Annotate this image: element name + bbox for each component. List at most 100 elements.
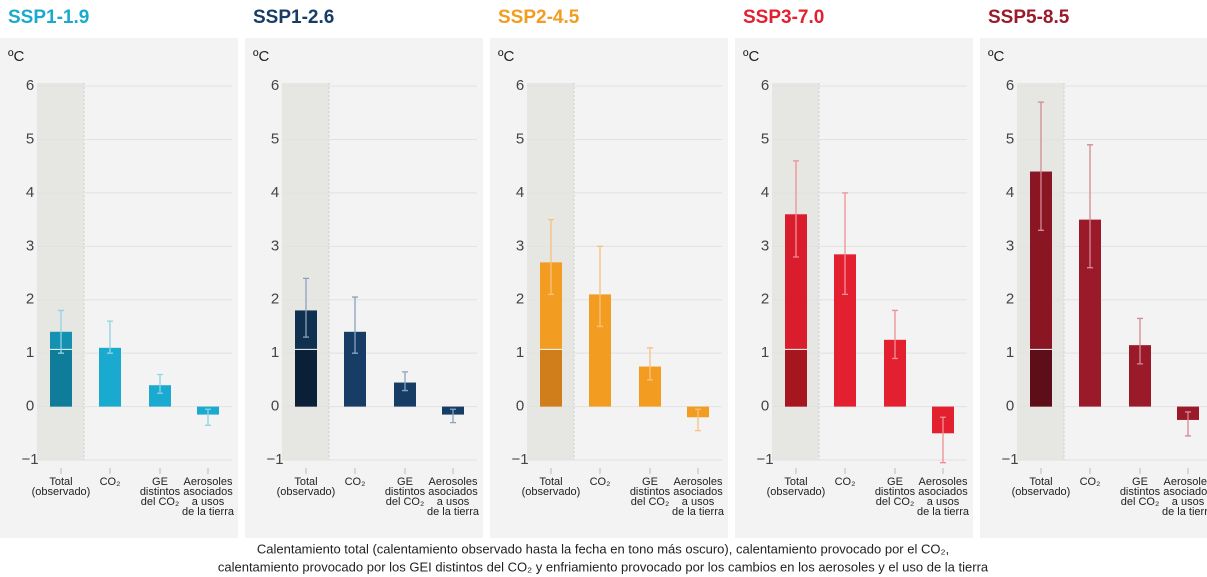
bar (149, 385, 171, 407)
y-tick-label: 4 (761, 184, 769, 201)
y-tick-label: 5 (761, 130, 769, 147)
x-tick-label: de la tierra (427, 506, 480, 518)
unit-label: ºC (8, 48, 24, 65)
y-tick-label: −1 (511, 451, 528, 468)
y-tick-label: 4 (1006, 184, 1014, 201)
x-tick-label: (observado) (32, 486, 91, 498)
x-tick-label: de la tierra (672, 506, 725, 518)
x-tick-label: de la tierra (1162, 506, 1207, 518)
y-tick-label: 2 (271, 291, 279, 308)
x-tick-label: GE (887, 476, 903, 488)
y-tick-label: 4 (516, 184, 524, 201)
y-tick-label: −1 (266, 451, 283, 468)
bar (344, 331, 366, 407)
x-tick-label: asociados (1163, 486, 1207, 498)
x-tick-label: GE (642, 476, 658, 488)
y-tick-label: −1 (21, 451, 38, 468)
y-tick-label: 0 (26, 398, 34, 415)
x-tick-label: Total (784, 476, 807, 488)
unit-label: ºC (253, 48, 269, 65)
x-tick-label: distintos (140, 486, 181, 498)
error-bar (647, 347, 653, 381)
y-tick-label: 4 (26, 184, 34, 201)
bar (884, 339, 906, 407)
y-tick-label: 5 (516, 130, 524, 147)
y-tick-label: 0 (761, 398, 769, 415)
unit-label: ºC (498, 48, 514, 65)
x-tick-label: Total (294, 476, 317, 488)
y-tick-label: 5 (26, 130, 34, 147)
x-tick-label: a usos (192, 496, 225, 508)
y-tick-label: 6 (516, 77, 524, 94)
x-tick-label: Aerosoles (919, 476, 968, 488)
x-tick-label: asociados (428, 486, 478, 498)
y-tick-label: 0 (271, 398, 279, 415)
x-tick-label: a usos (1172, 496, 1205, 508)
x-tick-label: a usos (927, 496, 960, 508)
error-bar (1185, 411, 1191, 437)
bar (834, 254, 856, 407)
x-tick-label: distintos (875, 486, 916, 498)
y-tick-label: 6 (271, 77, 279, 94)
error-bar (107, 320, 113, 354)
x-tick-label: CO₂ (345, 476, 366, 488)
y-tick-label: 1 (1006, 344, 1014, 361)
error-bar (1038, 101, 1044, 231)
x-tick-label: Aerosoles (429, 476, 478, 488)
y-tick-label: 6 (1006, 77, 1014, 94)
x-tick-label: Total (539, 476, 562, 488)
x-tick-label: del CO₂ (876, 496, 915, 508)
error-bar (793, 160, 799, 258)
x-tick-label: del CO₂ (1121, 496, 1160, 508)
error-bar (402, 371, 408, 392)
observed-bar (785, 349, 807, 407)
x-tick-label: Total (1029, 476, 1052, 488)
panel-title: SSP3-7.0 (743, 7, 824, 28)
y-tick-label: 3 (1006, 237, 1014, 254)
error-bar (1087, 144, 1093, 269)
x-tick-label: CO₂ (100, 476, 121, 488)
y-tick-label: −1 (1001, 451, 1018, 468)
y-tick-label: 2 (1006, 291, 1014, 308)
panel-title: SSP1-2.6 (253, 7, 334, 28)
panel-title: SSP1-1.9 (8, 7, 89, 28)
observed-bar (295, 349, 317, 407)
y-tick-label: 3 (516, 237, 524, 254)
error-bar (940, 416, 946, 464)
observed-bar (540, 349, 562, 407)
observed-bar (1030, 349, 1052, 407)
bar (589, 294, 611, 407)
y-tick-label: 3 (761, 237, 769, 254)
x-tick-label: del CO₂ (386, 496, 425, 508)
y-tick-label: 1 (26, 344, 34, 361)
error-bar (892, 309, 898, 360)
error-bar (450, 408, 456, 424)
y-tick-label: 6 (761, 77, 769, 94)
error-bar (157, 373, 163, 394)
x-tick-label: distintos (630, 486, 671, 498)
y-tick-label: 1 (271, 344, 279, 361)
error-bar (548, 218, 554, 296)
panel-title: SSP2-4.5 (498, 7, 580, 28)
x-tick-label: (observado) (767, 486, 826, 498)
bar (1129, 345, 1151, 407)
x-tick-label: a usos (682, 496, 715, 508)
x-tick-label: CO₂ (590, 476, 611, 488)
x-tick-label: CO₂ (835, 476, 856, 488)
x-tick-label: Aerosoles (184, 476, 233, 488)
bar (394, 382, 416, 407)
x-tick-label: distintos (385, 486, 426, 498)
y-tick-label: 2 (516, 291, 524, 308)
error-bar (58, 309, 64, 354)
x-tick-label: distintos (1120, 486, 1161, 498)
x-tick-label: GE (1132, 476, 1148, 488)
x-tick-label: Aerosoles (674, 476, 723, 488)
x-tick-label: del CO₂ (631, 496, 670, 508)
caption: calentamiento provocado por los GEI dist… (218, 559, 989, 574)
x-tick-label: GE (152, 476, 168, 488)
x-tick-label: CO₂ (1080, 476, 1101, 488)
x-tick-label: de la tierra (917, 506, 970, 518)
y-tick-label: 0 (516, 398, 524, 415)
x-tick-label: (observado) (277, 486, 336, 498)
x-tick-label: (observado) (522, 486, 581, 498)
